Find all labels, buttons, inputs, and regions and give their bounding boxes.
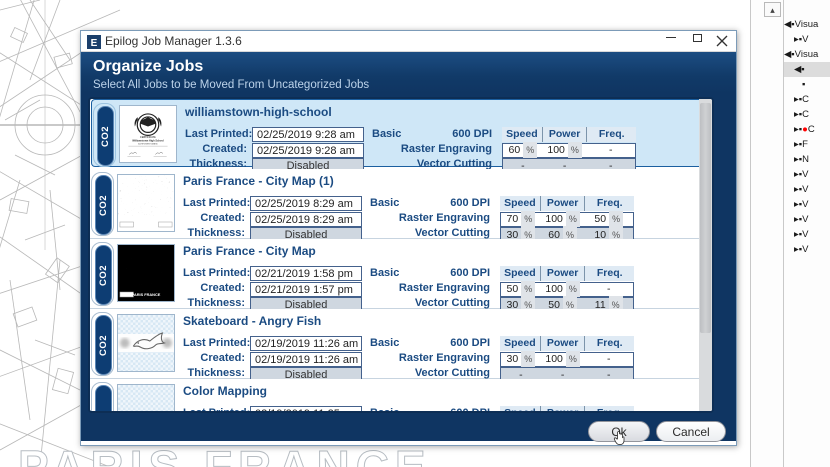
svg-text:Williamstown High School: Williamstown High School (132, 139, 164, 142)
svg-text:E: E (91, 38, 98, 49)
svg-text:PARIS FRANCE: PARIS FRANCE (132, 292, 161, 297)
svg-text:ACHIEVEMENT AWARD: ACHIEVEMENT AWARD (138, 142, 158, 145)
